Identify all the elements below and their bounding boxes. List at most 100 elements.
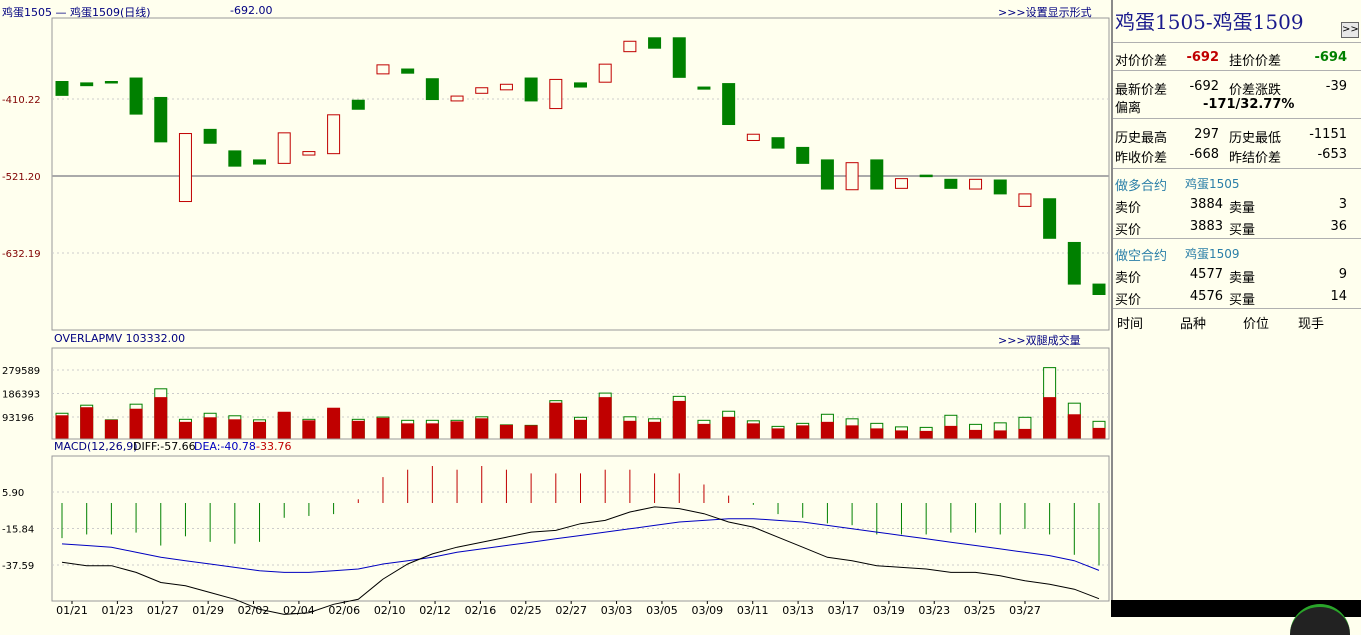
short-ask-qty-label: 卖量 <box>1229 271 1256 286</box>
volume-bar-leg1 <box>969 429 983 439</box>
volume-bar-leg1 <box>870 428 884 439</box>
volume-bar-leg1 <box>228 419 242 439</box>
macd-hist-value: -33.76 <box>256 440 292 453</box>
volume-bar-leg1 <box>475 418 489 439</box>
long-leg-ask-row: 卖价 3884 卖量 3 <box>1113 195 1361 216</box>
long-leg-contract[interactable]: 鸡蛋1505 <box>1185 177 1240 191</box>
date-axis-label: 03/25 <box>964 604 996 617</box>
history-row: 历史最高 297 历史最低 -1151 <box>1113 125 1361 146</box>
expand-panel-button[interactable]: >> <box>1341 22 1359 38</box>
date-axis-label: 01/23 <box>102 604 134 617</box>
price-candle <box>129 77 143 115</box>
date-axis-label: 03/09 <box>691 604 723 617</box>
price-candle <box>648 37 662 49</box>
volume-bar-leg1 <box>746 423 760 439</box>
short-leg-contract[interactable]: 鸡蛋1509 <box>1185 247 1240 261</box>
volume-bar-leg1 <box>524 425 538 439</box>
price-candle <box>722 83 736 126</box>
prev-close-value: -668 <box>1189 147 1219 162</box>
hist-high-label: 历史最高 <box>1115 131 1168 146</box>
volume-bar-leg1 <box>919 430 933 439</box>
price-candle <box>178 133 192 203</box>
divider <box>1113 70 1361 71</box>
volume-bar-leg1 <box>771 428 785 439</box>
ticks-col-time: 时间 <box>1117 317 1144 332</box>
date-axis-label: 03/17 <box>828 604 860 617</box>
prev-close-label: 昨收价差 <box>1115 151 1168 166</box>
price-candle <box>154 96 168 143</box>
chart-area[interactable]: -410.22 -521.20 -632.19 93196 186393 279589 5.… <box>0 0 1111 617</box>
divider <box>1113 308 1361 309</box>
price-candle <box>993 179 1007 195</box>
short-bid-price: 4576 <box>1189 289 1223 304</box>
long-ask-qty: 3 <box>1338 197 1347 212</box>
long-leg-label: 做多合约 <box>1115 179 1168 194</box>
date-axis-label: 01/27 <box>147 604 179 617</box>
volume-bar-leg1 <box>80 407 94 439</box>
ticks-col-volume: 现手 <box>1298 317 1325 332</box>
volume-bar-leg1 <box>376 417 390 439</box>
hist-high-value: 297 <box>1194 127 1219 142</box>
volume-bar-leg1 <box>549 402 563 439</box>
price-candle <box>425 78 439 101</box>
deviation-value: -171/32.77% <box>1203 97 1295 112</box>
volume-bar-leg1 <box>277 411 291 439</box>
short-bid-qty: 14 <box>1330 289 1347 304</box>
deviation-row: 偏离 -171/32.77% <box>1113 95 1361 116</box>
date-axis-label: 02/25 <box>510 604 542 617</box>
long-leg-bid-row: 买价 3883 买量 36 <box>1113 217 1361 238</box>
macd-dea-value: DEA:-40.78 <box>194 440 256 453</box>
price-candle <box>969 178 983 190</box>
volume-bar-leg1 <box>104 419 118 439</box>
long-bid-qty: 36 <box>1330 219 1347 234</box>
price-candle <box>203 128 217 144</box>
long-ask-qty-label: 卖量 <box>1229 201 1256 216</box>
date-axis-label: 02/02 <box>238 604 270 617</box>
volume-bar-leg1 <box>178 421 192 439</box>
short-ask-price: 4577 <box>1189 267 1223 282</box>
hist-low-label: 历史最低 <box>1229 131 1282 146</box>
spread-chart[interactable]: -410.22 -521.20 -632.19 93196 186393 279589 5.… <box>0 0 1111 617</box>
price-candle <box>771 137 785 149</box>
short-bid-label: 买价 <box>1115 293 1142 308</box>
macd-diff-line <box>61 506 1100 615</box>
volume-bar-leg1 <box>154 397 168 439</box>
price-candle <box>1043 198 1057 239</box>
price-candle <box>55 81 69 96</box>
price-candle <box>598 63 612 83</box>
date-axis-label: 03/03 <box>601 604 633 617</box>
spread-change-label: 价差涨跌 <box>1229 83 1282 98</box>
date-axis-label: 03/11 <box>737 604 769 617</box>
price-candle <box>228 150 242 167</box>
price-candle <box>524 77 538 102</box>
macd-axis-label: -37.59 <box>2 561 34 572</box>
volume-bar-leg1 <box>894 430 908 439</box>
chart-current-value: -692.00 <box>230 4 273 17</box>
price-candle <box>845 162 859 191</box>
prev-settle-label: 昨结价差 <box>1229 151 1282 166</box>
price-candle <box>277 132 291 164</box>
short-leg-header: 做空合约 鸡蛋1509 <box>1113 243 1361 264</box>
macd-axis-label: 5.90 <box>2 488 24 499</box>
price-candle <box>1018 193 1032 207</box>
short-bid-qty-label: 买量 <box>1229 293 1256 308</box>
display-settings-link[interactable]: >>>设置显示形式 <box>998 6 1092 19</box>
volume-bar-leg1 <box>944 425 958 439</box>
volume-bar-leg1 <box>722 416 736 439</box>
macd-axis-label: -15.84 <box>2 524 34 535</box>
ask-spread-value: -694 <box>1314 50 1347 65</box>
volume-bar-leg1 <box>697 423 711 439</box>
date-axis-label: 02/10 <box>374 604 406 617</box>
quote-panel: 鸡蛋1505-鸡蛋1509 >> 对价价差 -692 挂价价差 -694 最新价… <box>1111 0 1361 617</box>
volume-bar-leg1 <box>796 425 810 439</box>
price-candle <box>944 178 958 189</box>
volume-bar-leg1 <box>672 400 686 439</box>
dual-leg-volume-link[interactable]: >>>双腿成交量 <box>998 334 1081 347</box>
price-candle <box>894 178 908 189</box>
price-candle <box>820 159 834 190</box>
short-ask-qty: 9 <box>1338 267 1347 282</box>
ticks-col-price: 价位 <box>1243 317 1270 332</box>
volume-bar-leg1 <box>1018 428 1032 439</box>
volume-bar-leg1 <box>425 423 439 439</box>
volume-bar-leg1 <box>845 425 859 439</box>
